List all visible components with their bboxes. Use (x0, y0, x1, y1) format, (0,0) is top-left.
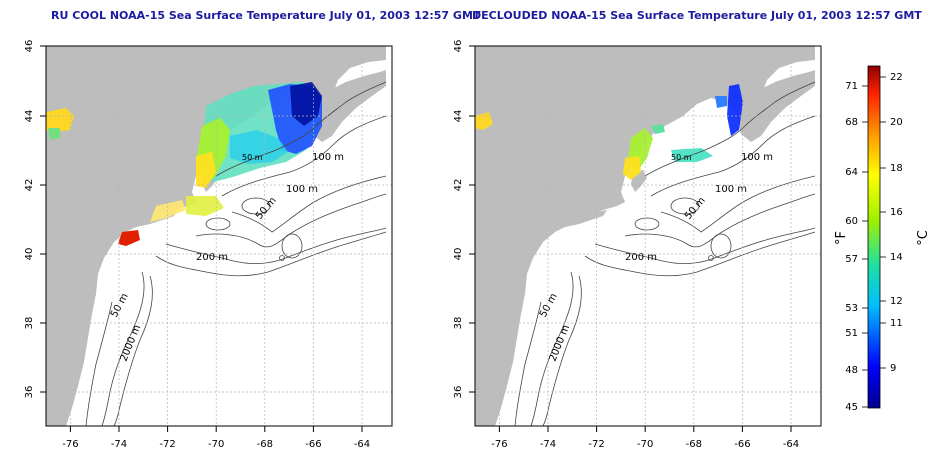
fahrenheit-tick: 71 (845, 81, 858, 92)
lon-tick-label: -74 (540, 439, 556, 450)
left-graticule (46, 46, 392, 426)
lon-tick-label: -66 (734, 439, 750, 450)
lon-tick-label: -68 (686, 439, 702, 450)
lon-tick-label: -76 (62, 439, 78, 450)
contour-label: 100 m (286, 184, 318, 195)
lon-tick-label: -70 (208, 439, 224, 450)
lat-tick-label: 38 (24, 317, 35, 330)
left-y-axis: 46 44 42 40 38 36 (24, 40, 46, 399)
contour-label: 100 m (741, 152, 773, 163)
celsius-tick: 16 (890, 207, 903, 218)
right-y-axis: 46 44 42 40 38 36 (453, 40, 475, 399)
celsius-tick: 14 (890, 252, 903, 263)
lon-tick-label: -64 (783, 439, 799, 450)
fahrenheit-tick: 64 (845, 167, 858, 178)
contour-label: 50 m (671, 153, 692, 162)
sst-colorbar: 71 68 64 60 57 53 51 48 45 22 20 18 16 1… (834, 65, 931, 413)
lat-tick-label: 46 (24, 40, 35, 53)
lat-tick-label: 36 (24, 386, 35, 399)
lat-tick-label: 42 (24, 179, 35, 192)
lon-tick-label: -70 (637, 439, 653, 450)
celsius-tick: 11 (890, 318, 903, 329)
right-graticule (475, 46, 821, 426)
lon-tick-label: -68 (257, 439, 273, 450)
fahrenheit-tick: 53 (845, 303, 858, 314)
fahrenheit-tick: 51 (845, 328, 858, 339)
right-map-title: DECLOUDED NOAA-15 Sea Surface Temperatur… (472, 9, 922, 22)
lon-tick-label: -64 (354, 439, 370, 450)
contour-label: 200 m (196, 252, 228, 263)
colorbar-gradient (867, 65, 881, 409)
celsius-tick: 9 (890, 363, 896, 374)
celsius-tick: 18 (890, 163, 903, 174)
contour-label: 100 m (312, 152, 344, 163)
lat-tick-label: 40 (453, 248, 464, 261)
lat-tick-label: 38 (453, 317, 464, 330)
lat-tick-label: 36 (453, 386, 464, 399)
contour-label: 50 m (242, 153, 263, 162)
celsius-tick: 22 (890, 72, 903, 83)
celsius-tick: 12 (890, 296, 903, 307)
fahrenheit-tick: 48 (845, 365, 858, 376)
lat-tick-label: 44 (453, 110, 464, 123)
contour-label: 200 m (625, 252, 657, 263)
lat-tick-label: 44 (24, 110, 35, 123)
fahrenheit-tick: 68 (845, 117, 858, 128)
left-x-axis: -76 -74 -72 -70 -68 -66 -64 (62, 426, 370, 450)
fahrenheit-unit-label: °F (834, 231, 849, 245)
lon-tick-label: -76 (491, 439, 507, 450)
lat-tick-label: 42 (453, 179, 464, 192)
lat-tick-label: 40 (24, 248, 35, 261)
right-x-axis: -76 -74 -72 -70 -68 -66 -64 (491, 426, 799, 450)
right-map-frame (474, 45, 822, 427)
lon-tick-label: -66 (305, 439, 321, 450)
fahrenheit-tick: 45 (845, 402, 858, 413)
left-map: 100 m 100 m 50 m 200 m 50 m 2000 m 50 m (24, 40, 393, 450)
contour-label: 100 m (715, 184, 747, 195)
lon-tick-label: -72 (588, 439, 604, 450)
left-map-title: RU COOL NOAA-15 Sea Surface Temperature … (51, 9, 481, 22)
left-sst-overlay (46, 82, 322, 246)
lon-tick-label: -72 (159, 439, 175, 450)
fahrenheit-tick: 60 (845, 216, 858, 227)
celsius-tick: 20 (890, 117, 903, 128)
lat-tick-label: 46 (453, 40, 464, 53)
right-map: 100 m 100 m 50 m 200 m 50 m 2000 m 50 m … (453, 40, 822, 450)
left-map-frame (45, 45, 393, 427)
lon-tick-label: -74 (111, 439, 127, 450)
fahrenheit-tick: 57 (845, 254, 858, 265)
celsius-unit-label: °C (916, 230, 931, 246)
